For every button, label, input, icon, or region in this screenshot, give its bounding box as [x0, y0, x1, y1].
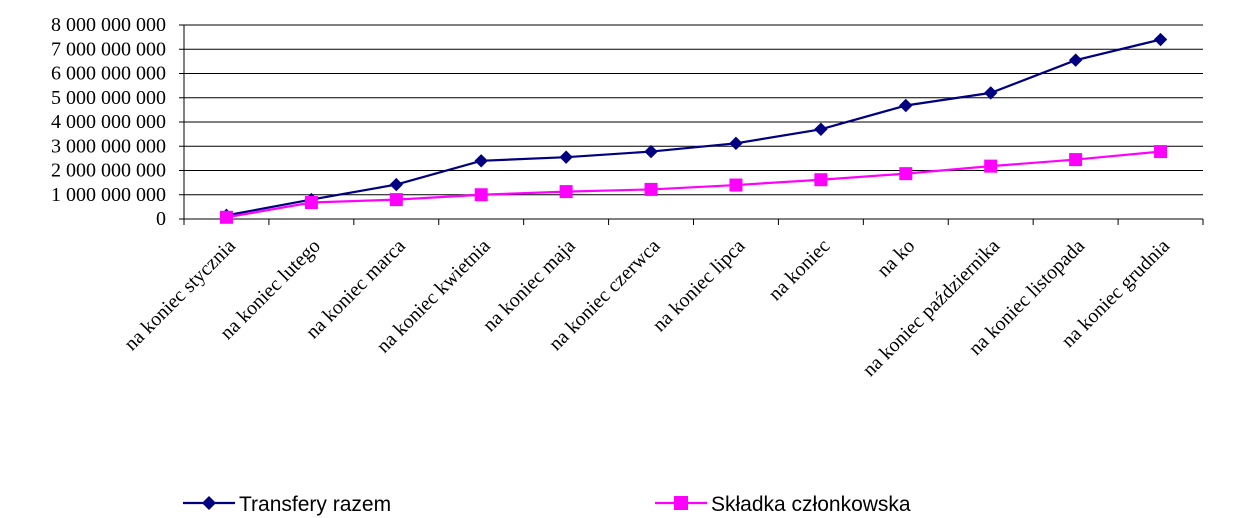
data-point — [984, 159, 998, 173]
data-point — [219, 210, 233, 224]
gridlines — [184, 24, 1203, 196]
data-point — [1154, 145, 1168, 159]
y-tick-label: 1 000 000 000 — [51, 184, 166, 206]
legend-marker-square — [674, 496, 688, 510]
data-point — [729, 136, 743, 151]
legend-label-2: Składka członkowska — [711, 493, 911, 516]
data-point — [984, 86, 998, 100]
data-point — [304, 196, 318, 210]
x-tick-label: na ko — [873, 235, 920, 282]
data-point — [474, 188, 488, 202]
y-tick-label: 2 000 000 000 — [51, 160, 166, 182]
y-tick-label: 8 000 000 000 — [51, 14, 166, 36]
data-point — [644, 182, 658, 196]
y-tick-label: 7 000 000 000 — [51, 38, 166, 60]
data-point — [559, 185, 573, 199]
y-tick-label: 5 000 000 000 — [51, 87, 166, 109]
y-tick-label: 4 000 000 000 — [51, 111, 166, 133]
series-line-2 — [226, 150, 1161, 219]
data-point — [474, 154, 488, 168]
x-tick-label: na koniec — [764, 235, 834, 305]
data-point — [559, 150, 573, 164]
y-tick-label: 3 000 000 000 — [51, 135, 166, 157]
y-tick-label: 6 000 000 000 — [51, 63, 166, 85]
data-point — [1068, 53, 1083, 67]
data-point — [1153, 32, 1168, 47]
data-point — [644, 144, 658, 159]
x-tick-label: na koniec października — [858, 235, 1004, 381]
legend-label-1: Transfery razem — [239, 493, 391, 516]
data-point — [899, 98, 913, 113]
data-point — [389, 193, 403, 207]
x-tick-label: na koniec stycznia — [120, 235, 240, 355]
data-point — [1069, 153, 1083, 167]
data-point — [389, 177, 403, 192]
legend: Transfery razem Składka członkowska — [183, 493, 911, 516]
y-tick-label: 0 — [156, 208, 166, 230]
legend-marker-diamond — [202, 496, 216, 510]
data-point — [729, 178, 743, 192]
series-layer — [219, 32, 1168, 224]
series-line-1 — [226, 38, 1161, 217]
data-point — [899, 167, 913, 181]
data-point — [814, 173, 828, 187]
data-point — [814, 122, 828, 136]
